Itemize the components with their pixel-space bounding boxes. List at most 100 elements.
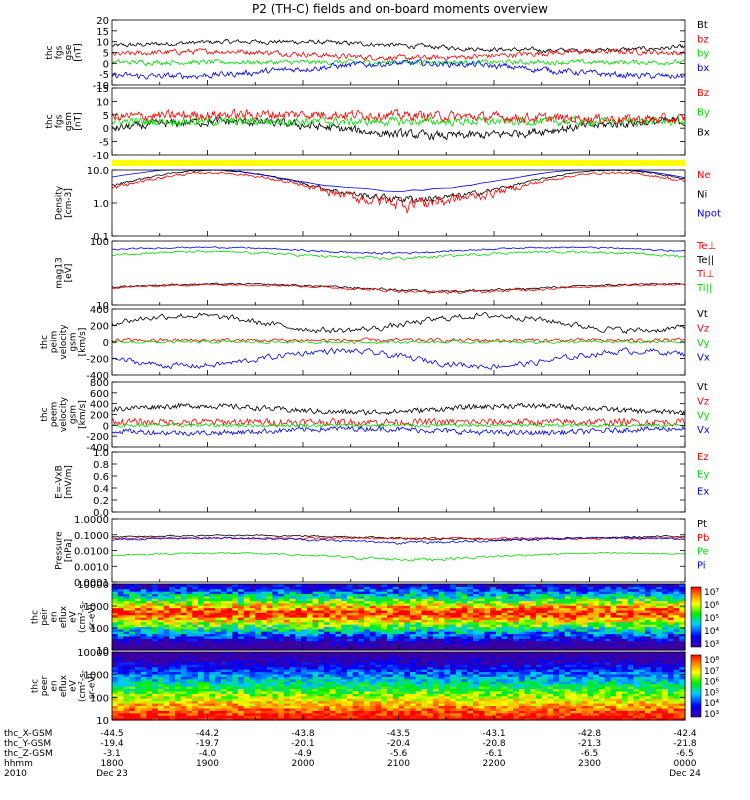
spec-cell <box>409 607 417 611</box>
spec-cell <box>255 633 262 637</box>
spec-cell <box>278 626 285 630</box>
spec-cell <box>427 638 434 642</box>
spec-cell <box>375 626 382 630</box>
spec-cell <box>364 638 371 642</box>
spec-cell <box>570 712 577 716</box>
spec-cell <box>369 686 377 690</box>
spec-cell <box>306 707 314 711</box>
spec-cell <box>392 717 400 721</box>
spec-cell <box>610 681 617 685</box>
spec-cell <box>633 676 640 680</box>
spec-cell <box>249 586 256 590</box>
spec-cell <box>541 707 549 711</box>
spec-cell <box>329 588 337 592</box>
spec-cell <box>564 621 571 625</box>
spec-cell <box>249 633 256 637</box>
spec-cell <box>295 640 302 644</box>
spec-cell <box>255 690 262 694</box>
spec-cell <box>157 584 165 587</box>
spec-cell <box>518 688 526 692</box>
spec-cell <box>530 678 537 682</box>
spec-cell <box>335 626 342 630</box>
spec-cell <box>238 626 245 630</box>
spec-cell <box>564 678 571 682</box>
spec-cell <box>186 688 193 692</box>
spec-cell <box>123 710 130 714</box>
spec-cell <box>656 683 663 687</box>
spec-cell <box>180 612 188 616</box>
spec-cell <box>209 673 216 677</box>
y-axis-label: gsm <box>69 332 79 351</box>
spec-cell <box>306 715 314 719</box>
spec-cell <box>524 640 531 644</box>
spec-cell <box>289 631 296 635</box>
spec-cell <box>346 598 354 602</box>
spec-cell <box>444 698 451 702</box>
spec-cell <box>495 624 503 628</box>
spec-cell <box>518 598 526 602</box>
spec-cell <box>215 676 222 680</box>
spec-cell <box>524 681 531 685</box>
spec-cell <box>209 683 216 687</box>
spec-cell <box>169 600 176 604</box>
spec-cell <box>547 621 554 625</box>
spec-cell <box>679 633 686 637</box>
spec-cell <box>192 638 199 642</box>
spec-cell <box>593 640 600 644</box>
spec-cell <box>318 635 325 639</box>
spec-cell <box>318 633 325 637</box>
spec-cell <box>484 602 491 606</box>
spec-cell <box>375 640 382 644</box>
spec-cell <box>352 647 359 651</box>
spec-cell <box>667 676 675 680</box>
spec-cell <box>581 707 589 711</box>
spec-cell <box>301 642 308 646</box>
spec-cell <box>581 621 589 625</box>
spec-cell <box>524 612 531 616</box>
spec-cell <box>536 717 543 721</box>
spec-cell <box>203 614 211 618</box>
spec-cell <box>329 591 337 595</box>
spec-cell <box>587 638 594 642</box>
spec-cell <box>186 609 193 613</box>
spec-cell <box>524 698 531 702</box>
spec-cell <box>169 614 176 618</box>
spec-cell <box>289 595 296 599</box>
spec-cell <box>427 712 434 716</box>
spec-cell <box>255 609 262 613</box>
spec-cell <box>352 607 359 611</box>
spec-cell <box>581 695 589 699</box>
spec-cell <box>186 605 193 609</box>
spec-cell <box>455 707 463 711</box>
spec-cell <box>169 605 176 609</box>
y-axis-label: [nT] <box>73 112 83 130</box>
spec-cell <box>163 710 170 714</box>
spec-cell <box>329 681 337 685</box>
spec-cell <box>186 642 193 646</box>
spec-cell <box>175 642 182 646</box>
spec-cell <box>226 624 233 628</box>
spec-cell <box>192 602 199 606</box>
spec-cell <box>616 705 623 709</box>
spec-cell <box>341 614 348 618</box>
y-tick-label: 0.4 <box>93 484 109 495</box>
spec-cell <box>392 619 400 623</box>
spec-cell <box>255 678 262 682</box>
spec-cell <box>518 693 526 697</box>
spec-cell <box>484 712 491 716</box>
spec-cell <box>490 683 497 687</box>
spec-cell <box>495 642 503 646</box>
spec-cell <box>467 584 474 587</box>
spec-cell <box>616 619 623 623</box>
spec-cell <box>312 631 319 635</box>
y-tick-label: 0.8 <box>93 460 109 471</box>
spec-cell <box>266 705 274 709</box>
spec-cell <box>209 631 216 635</box>
spec-cell <box>369 698 377 702</box>
spec-cell <box>329 633 337 637</box>
spec-cell <box>518 705 526 709</box>
spec-cell <box>587 628 594 632</box>
spec-cell <box>639 710 646 714</box>
spec-cell <box>576 586 583 590</box>
